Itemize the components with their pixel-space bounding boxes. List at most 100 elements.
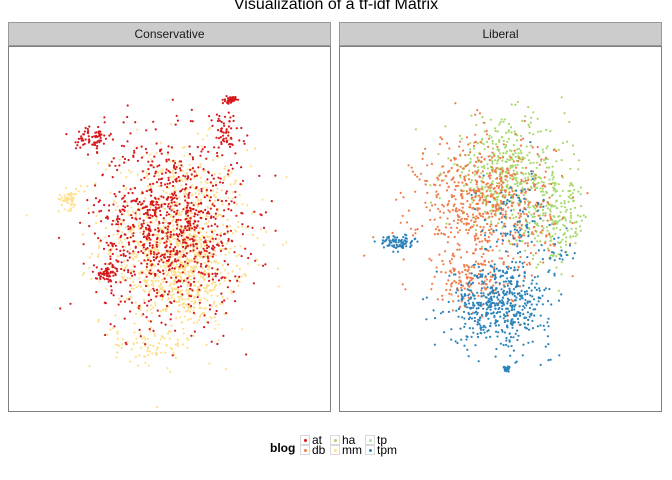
point-db [506, 250, 509, 253]
point-at [122, 184, 125, 187]
point-at [227, 111, 230, 114]
point-ha [500, 118, 503, 121]
point-at [102, 271, 105, 274]
point-db [491, 249, 494, 252]
point-tpm [522, 284, 525, 287]
point-at [185, 252, 188, 255]
point-db [442, 171, 445, 174]
point-ha [544, 212, 547, 215]
legend-key-mm [330, 445, 340, 455]
point-at [110, 280, 113, 283]
point-at [223, 100, 226, 103]
point-tpm [547, 270, 550, 274]
point-at [148, 244, 151, 247]
point-ha [527, 176, 530, 179]
point-ha [533, 179, 536, 182]
point-mm [148, 290, 151, 294]
point-tpm [470, 193, 473, 197]
point-at [162, 269, 165, 272]
point-at [184, 247, 187, 250]
point-tpm [529, 141, 532, 144]
facet-panel-conservative [8, 46, 331, 412]
point-db [519, 215, 522, 218]
point-mm [58, 194, 62, 197]
point-mm [170, 253, 174, 256]
point-mm [219, 248, 222, 251]
point-at [142, 200, 146, 203]
point-ha [530, 213, 533, 216]
point-at [240, 166, 243, 169]
point-tpm [497, 331, 500, 334]
point-db [461, 195, 464, 198]
point-mm [115, 356, 118, 359]
point-tpm [512, 237, 515, 240]
point-mm [127, 169, 131, 172]
point-mm [143, 290, 146, 293]
point-mm [138, 277, 141, 280]
point-at [211, 237, 214, 240]
point-db [461, 181, 464, 184]
point-at [142, 232, 145, 236]
point-at [160, 321, 163, 324]
point-at [139, 281, 142, 284]
point-ha [563, 232, 566, 235]
point-at [225, 225, 229, 228]
point-mm [213, 172, 216, 175]
point-at [162, 261, 165, 264]
point-ha [528, 206, 531, 209]
point-mm [213, 327, 216, 330]
point-at [123, 317, 126, 320]
point-mm [117, 237, 120, 240]
point-db [499, 199, 502, 203]
point-mm [208, 362, 211, 365]
point-mm [211, 289, 214, 292]
point-ha [579, 186, 582, 189]
point-tpm [386, 236, 389, 239]
point-at [87, 141, 91, 144]
point-ha [498, 249, 501, 252]
point-db [414, 190, 417, 193]
point-at [146, 304, 149, 307]
point-mm [142, 298, 146, 301]
point-mm [166, 252, 169, 255]
point-at [149, 238, 152, 241]
point-mm [177, 164, 180, 167]
point-tpm [397, 241, 400, 244]
point-ha [468, 162, 471, 165]
point-ha [528, 125, 531, 129]
series-tpm [373, 141, 576, 373]
point-at [225, 199, 228, 202]
point-ha [476, 185, 479, 188]
point-db [438, 174, 441, 177]
point-at [82, 133, 86, 136]
point-mm [144, 355, 147, 358]
point-tpm [484, 247, 487, 250]
point-mm [146, 337, 149, 340]
point-at [165, 280, 168, 284]
point-mm [154, 301, 157, 304]
point-at [221, 244, 224, 247]
point-db [484, 198, 487, 202]
point-tpm [543, 328, 546, 331]
point-at [100, 133, 103, 136]
point-mm [184, 192, 188, 195]
point-at [226, 286, 229, 289]
point-mm [235, 230, 238, 233]
point-tpm [493, 322, 496, 325]
point-at [167, 213, 170, 216]
point-db [465, 182, 468, 185]
point-mm [189, 278, 192, 281]
point-db [484, 263, 487, 267]
point-tpm [473, 320, 477, 323]
point-ha [485, 140, 489, 143]
point-mm [201, 266, 204, 270]
point-db [479, 269, 482, 273]
point-mm [177, 270, 180, 273]
point-at [193, 257, 196, 260]
point-tpm [475, 275, 478, 278]
point-mm [119, 171, 122, 174]
point-tpm [472, 306, 475, 309]
point-ha [560, 159, 563, 162]
point-mm [149, 289, 152, 292]
point-at [225, 95, 228, 98]
